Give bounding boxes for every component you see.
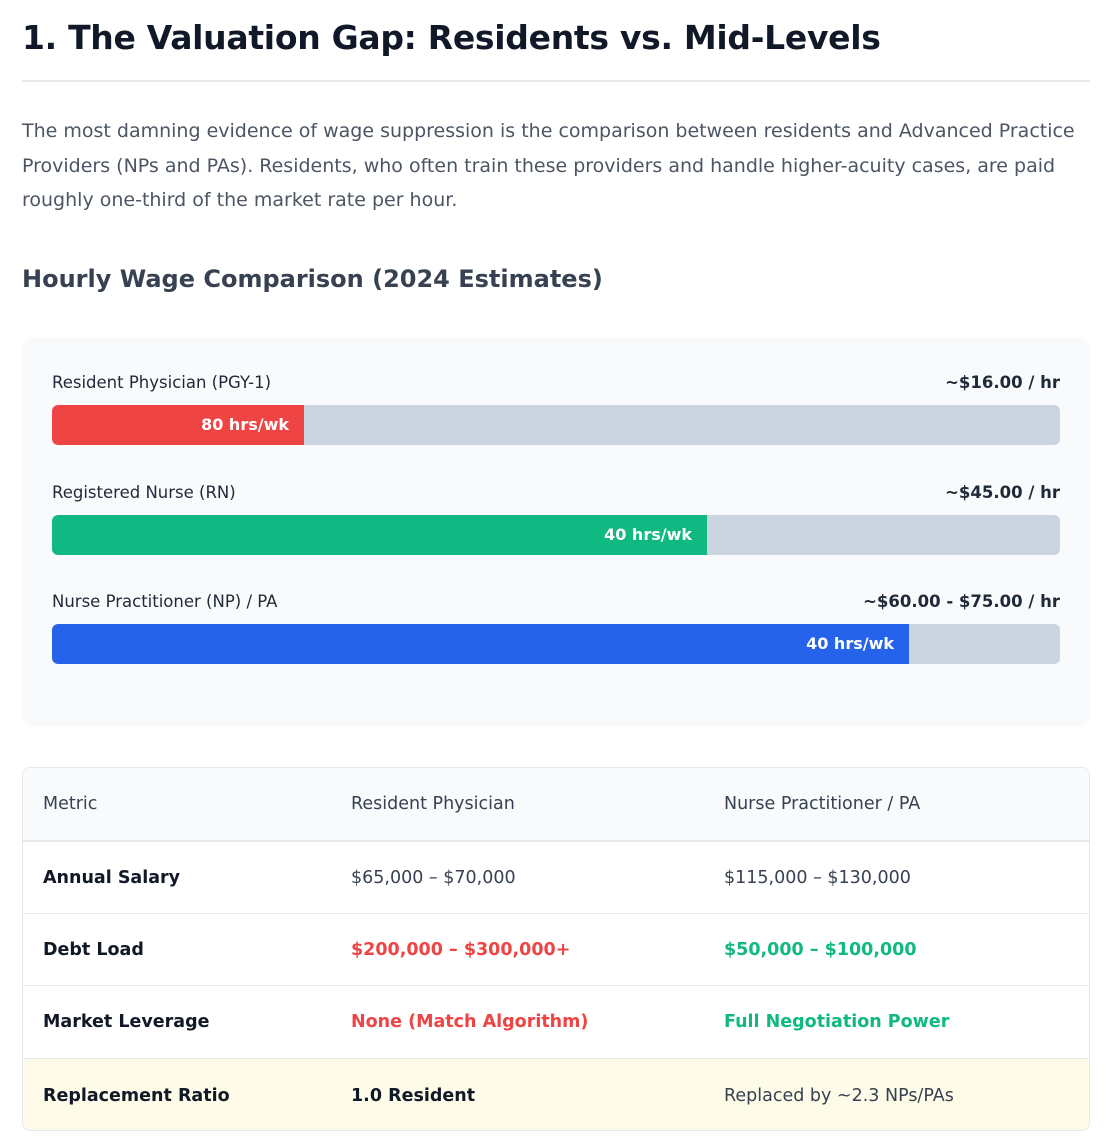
bar-label: Resident Physician (PGY-1) — [52, 373, 272, 392]
bar-label: Registered Nurse (RN) — [52, 483, 236, 502]
np-cell: $50,000 – $100,000 — [724, 939, 917, 960]
chart-title: Hourly Wage Comparison (2024 Estimates) — [22, 265, 603, 293]
table-row-highlighted: Replacement Ratio 1.0 Resident Replaced … — [23, 1058, 1089, 1130]
comparison-table: Metric Resident Physician Nurse Practiti… — [22, 767, 1090, 1131]
table-header-cell: Metric — [43, 794, 98, 814]
bar-track: 80 hrs/wk — [52, 405, 1060, 445]
metric-cell: Annual Salary — [43, 868, 181, 888]
resident-cell: None (Match Algorithm) — [351, 1012, 589, 1032]
intro-paragraph: The most damning evidence of wage suppre… — [22, 120, 1075, 211]
table-row: Annual Salary $65,000 – $70,000 $115,000… — [23, 841, 1089, 914]
table-row: Market Leverage None (Match Algorithm) F… — [23, 985, 1089, 1058]
resident-cell: 1.0 Resident — [351, 1085, 476, 1106]
table-header-row: Metric Resident Physician Nurse Practiti… — [23, 768, 1089, 841]
resident-cell: $65,000 – $70,000 — [351, 868, 516, 888]
np-cell: $115,000 – $130,000 — [724, 868, 911, 888]
bar-fill — [52, 405, 304, 445]
table-header-cell: Nurse Practitioner / PA — [724, 794, 921, 814]
table-row: Debt Load $200,000 – $300,000+ $50,000 –… — [23, 913, 1089, 985]
table-header-cell: Resident Physician — [351, 794, 515, 814]
bar-label: Nurse Practitioner (NP) / PA — [52, 592, 278, 611]
np-cell: Full Negotiation Power — [724, 1012, 950, 1032]
metric-cell: Market Leverage — [43, 1012, 210, 1032]
bar-value: ~$45.00 / hr — [945, 483, 1060, 502]
bar-value: ~$16.00 / hr — [945, 373, 1060, 392]
bar-fill — [52, 515, 707, 555]
resident-cell: $200,000 – $300,000+ — [351, 939, 571, 960]
bar-track: 40 hrs/wk — [52, 515, 1060, 555]
bar-fill — [52, 624, 909, 664]
np-cell: Replaced by ~2.3 NPs/PAs — [724, 1085, 954, 1106]
bar-value: ~$60.00 - $75.00 / hr — [863, 592, 1060, 611]
metric-cell: Debt Load — [43, 939, 144, 960]
title-divider — [22, 80, 1090, 82]
bar-fill-label: 40 hrs/wk — [604, 525, 692, 544]
bar-track: 40 hrs/wk — [52, 624, 1060, 664]
bar-fill-label: 80 hrs/wk — [201, 415, 289, 434]
metric-cell: Replacement Ratio — [43, 1085, 230, 1106]
page-title: 1. The Valuation Gap: Residents vs. Mid-… — [22, 18, 881, 57]
bar-fill-label: 40 hrs/wk — [806, 634, 894, 653]
wage-comparison-chart: Resident Physician (PGY-1) ~$16.00 / hr … — [22, 337, 1090, 727]
